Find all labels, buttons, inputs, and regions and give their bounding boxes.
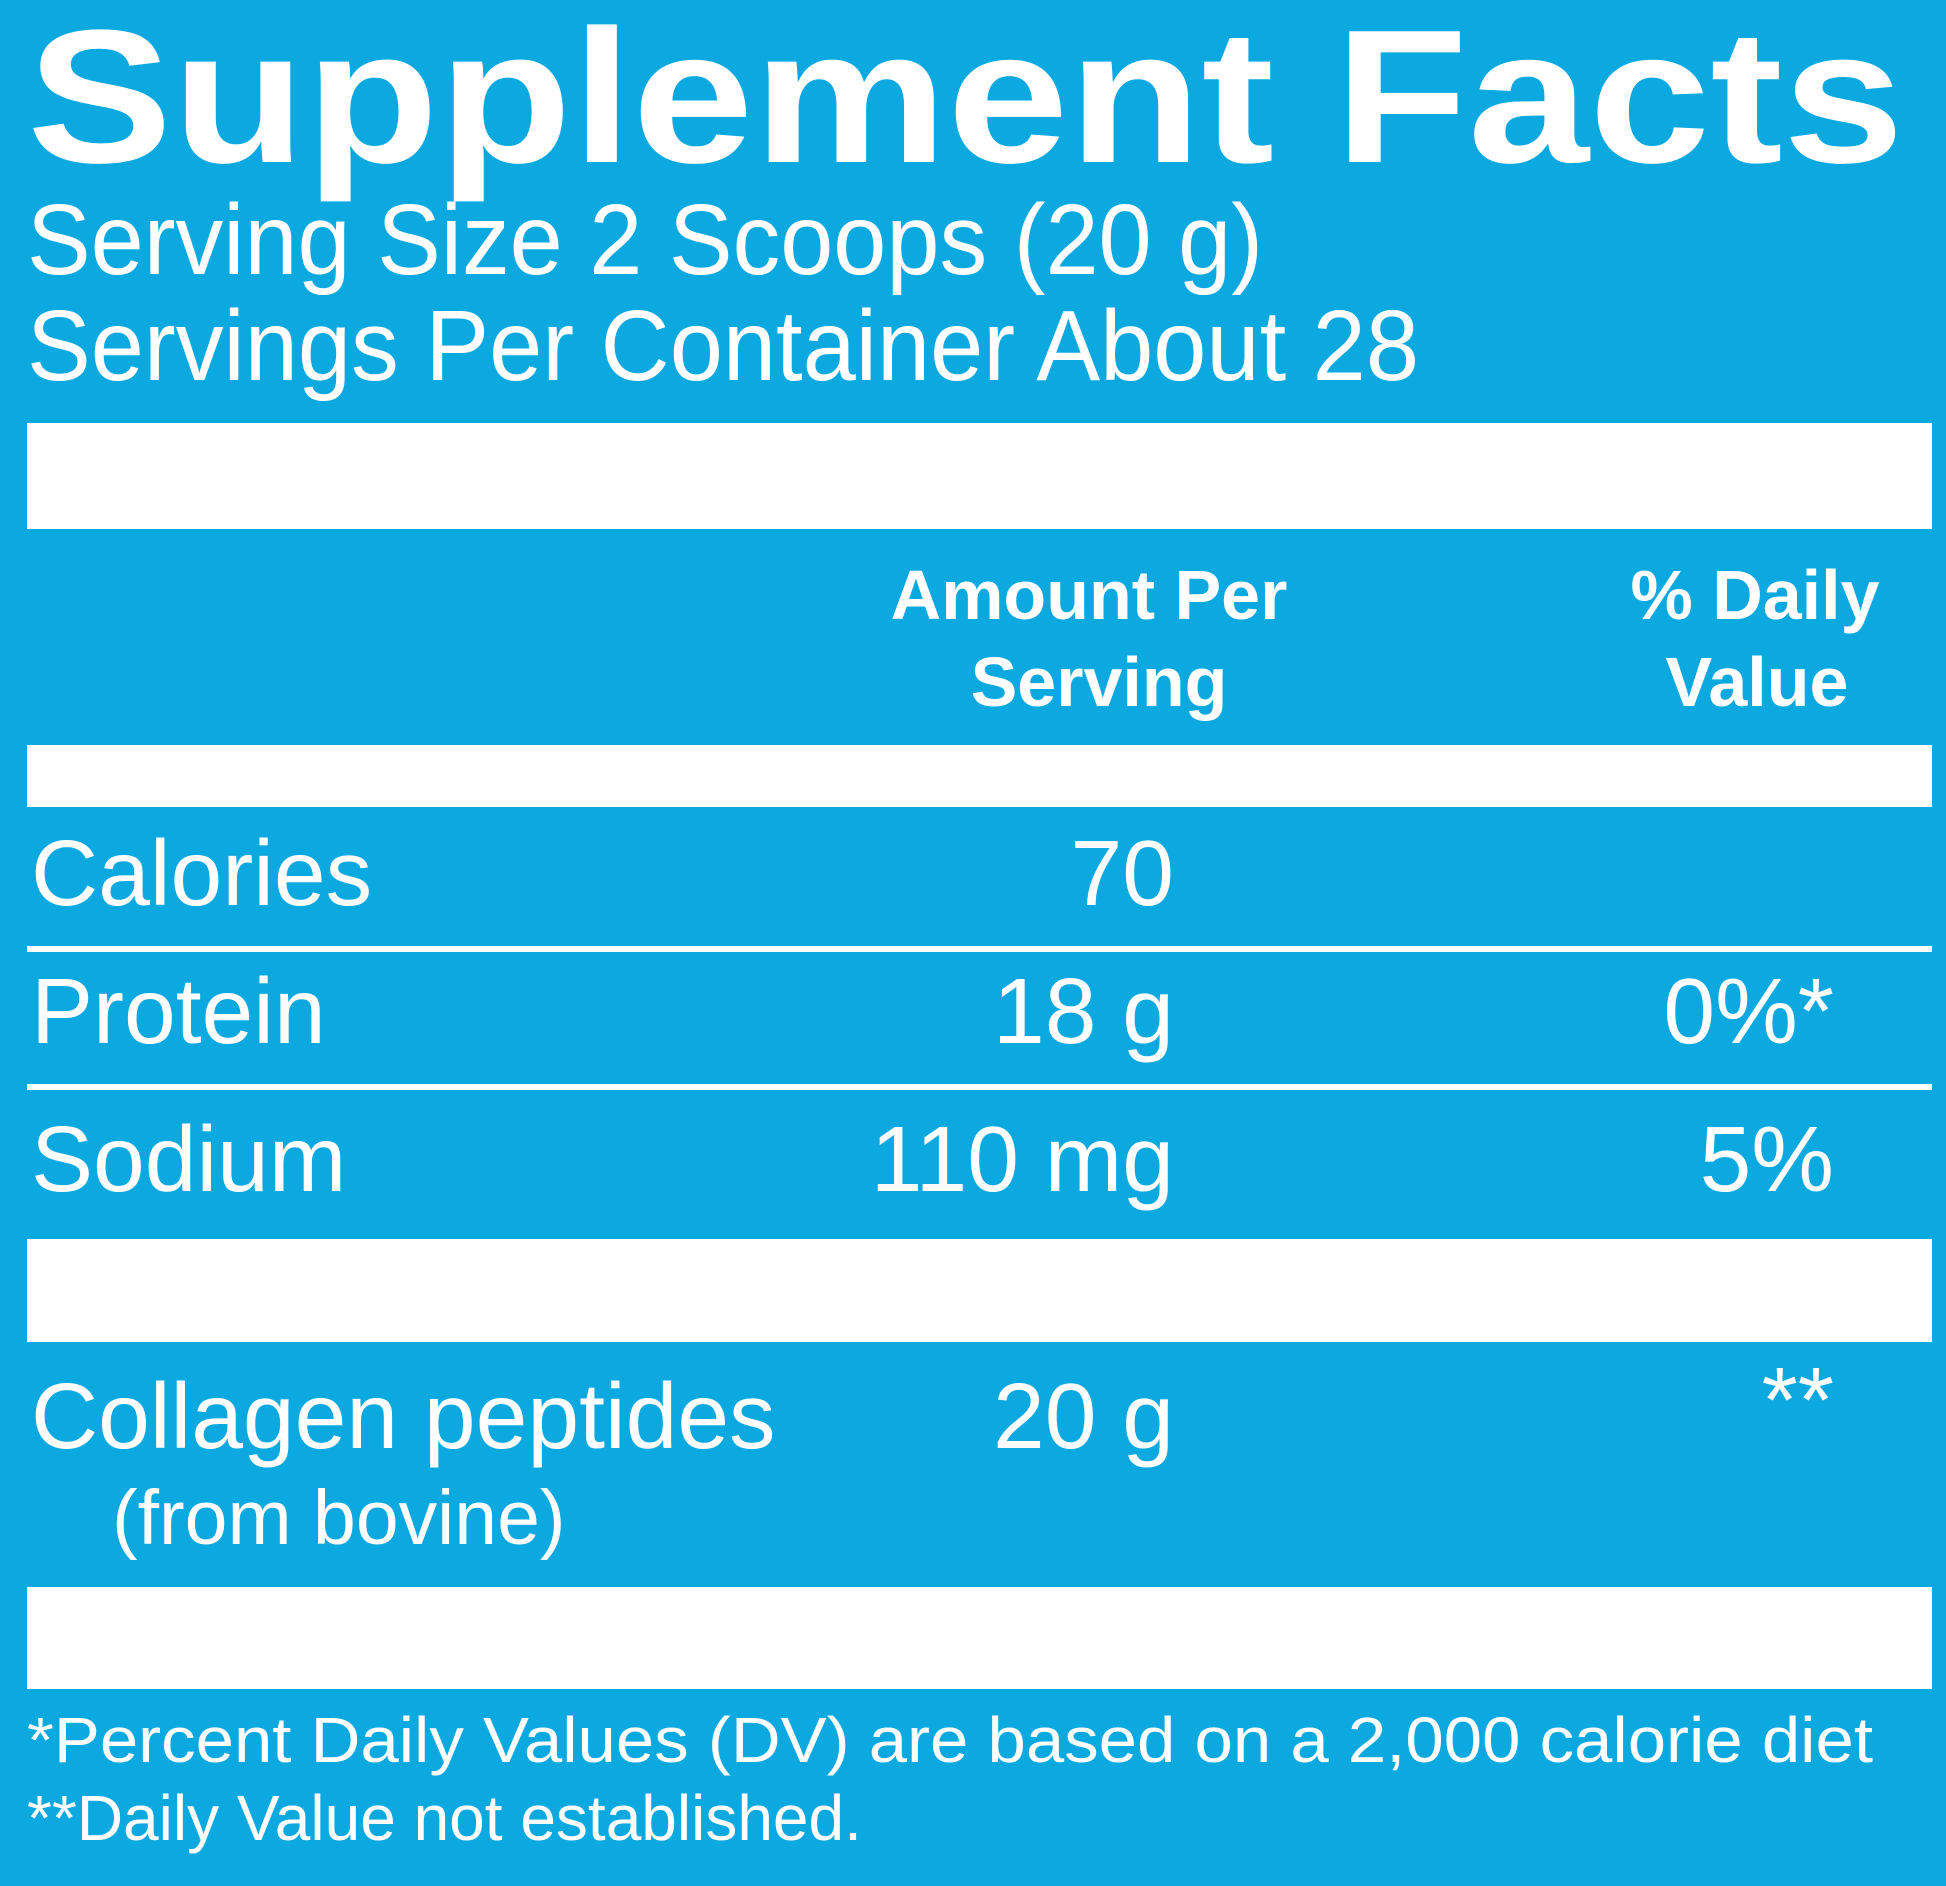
- serving-size: Serving Size 2 Scoops (20 g): [27, 184, 1263, 296]
- divider-bar: [27, 1587, 1932, 1689]
- row-name: Calories: [31, 821, 372, 925]
- footnote: **Daily Value not established.: [27, 1782, 862, 1854]
- row-dv: 0%*: [1663, 959, 1834, 1063]
- row-amount: 20 g: [993, 1364, 1174, 1468]
- column-header: Value: [1666, 643, 1849, 721]
- row-amount: 70: [1071, 821, 1174, 925]
- row-line: [27, 946, 1932, 952]
- row-amount: 110 mg: [871, 1107, 1174, 1211]
- title: Supplement Facts: [27, 0, 1904, 203]
- row-dv: **: [1762, 1348, 1834, 1452]
- column-header: % Daily: [1631, 556, 1880, 634]
- row-line: [27, 1084, 1932, 1090]
- divider-bar: [27, 423, 1932, 529]
- column-header: Serving: [971, 643, 1228, 721]
- servings-per-container: Servings Per Container About 28: [27, 290, 1419, 402]
- divider-bar: [27, 1239, 1932, 1342]
- row-note: (from bovine): [112, 1475, 566, 1561]
- row-dv: 5%: [1700, 1107, 1834, 1211]
- row-name: Sodium: [31, 1107, 346, 1211]
- footnote: *Percent Daily Values (DV) are based on …: [27, 1704, 1873, 1776]
- column-header: Amount Per: [891, 556, 1288, 634]
- row-name: Protein: [31, 959, 326, 1063]
- row-name: Collagen peptides: [31, 1364, 776, 1468]
- divider-bar: [27, 745, 1932, 807]
- row-amount: 18 g: [993, 959, 1174, 1063]
